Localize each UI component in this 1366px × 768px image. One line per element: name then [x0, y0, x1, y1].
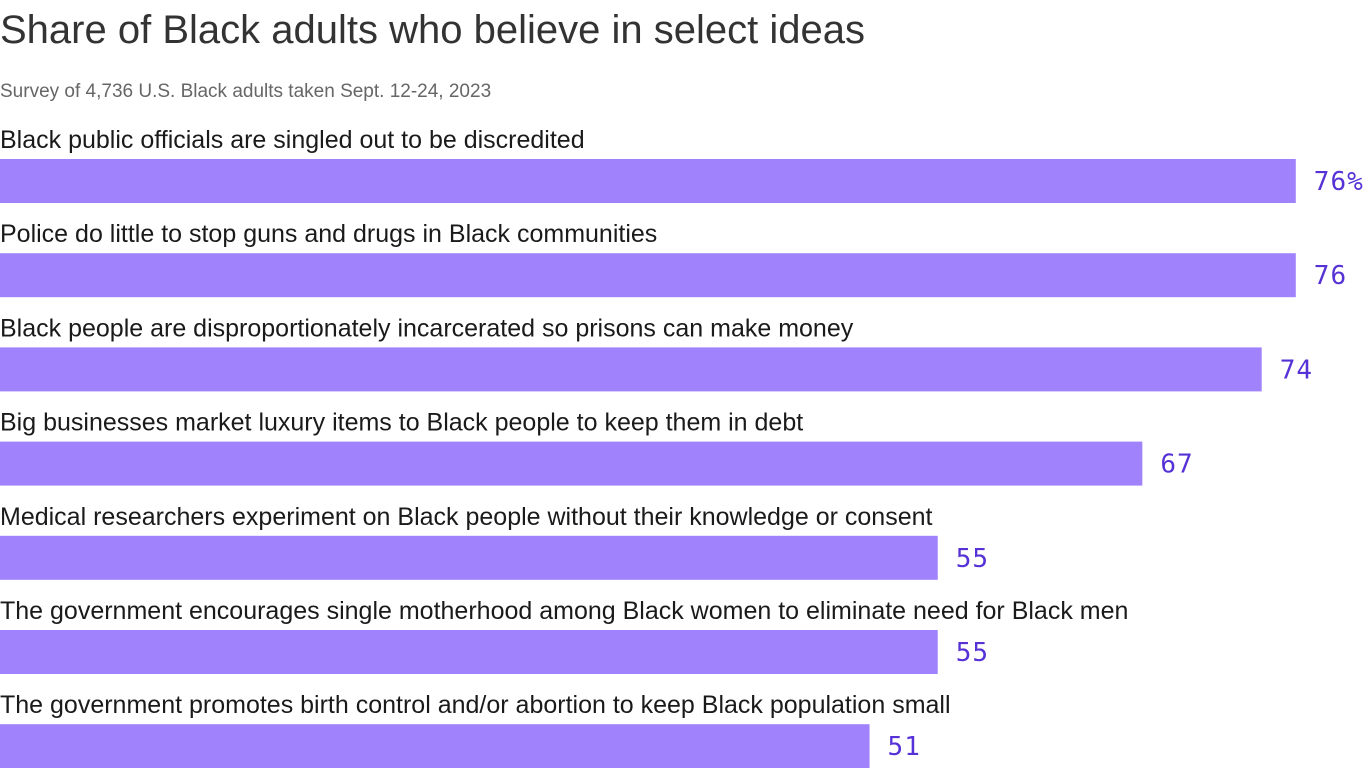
value-label: 74 [1280, 355, 1313, 385]
value-label: 55 [956, 638, 989, 668]
category-label: Big businesses market luxury items to Bl… [0, 409, 803, 437]
bar [0, 159, 1296, 203]
category-label: Medical researchers experiment on Black … [0, 503, 933, 531]
bar [0, 441, 1143, 486]
bar [0, 253, 1296, 298]
value-label: 51 [888, 732, 921, 762]
bar [0, 630, 938, 674]
value-label: 76% [1314, 167, 1364, 197]
value-label: 55 [956, 544, 989, 574]
category-label: Black public officials are singled out t… [0, 126, 585, 154]
bar [0, 535, 938, 580]
bar [0, 347, 1262, 392]
category-label: The government promotes birth control an… [0, 691, 951, 719]
value-label: 76 [1314, 261, 1347, 291]
category-label: Black people are disproportionately inca… [0, 314, 854, 342]
category-label: Police do little to stop guns and drugs … [0, 220, 657, 248]
value-label: 67 [1160, 450, 1193, 480]
bar [0, 724, 870, 768]
chart-subtitle: Survey of 4,736 U.S. Black adults taken … [0, 81, 491, 102]
category-label: The government encourages single motherh… [0, 597, 1128, 625]
chart-title: Share of Black adults who believe in sel… [0, 8, 865, 52]
